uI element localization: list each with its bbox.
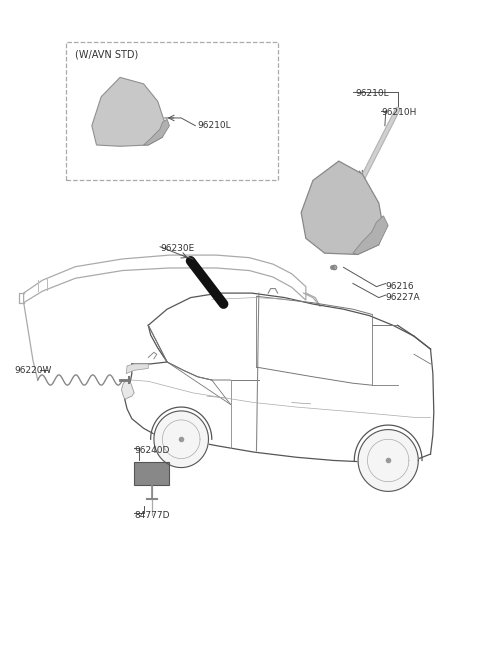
Polygon shape [353,216,388,254]
Text: 96210L: 96210L [355,89,389,98]
Polygon shape [126,364,148,374]
Bar [66,42,277,181]
Polygon shape [92,78,165,147]
Text: 84777D: 84777D [134,510,169,520]
Text: 96220W: 96220W [14,366,51,375]
Polygon shape [358,430,418,491]
Text: 96210L: 96210L [198,121,231,130]
Polygon shape [301,161,384,254]
Text: 96210H: 96210H [381,108,417,118]
Polygon shape [121,380,134,399]
Text: 96230E: 96230E [160,244,194,252]
Bar [134,462,169,485]
Polygon shape [154,411,208,468]
Text: (W/AVN STD): (W/AVN STD) [75,50,139,60]
Polygon shape [144,120,169,145]
Text: 96240D: 96240D [134,446,169,455]
Text: 96227A: 96227A [386,293,420,302]
Text: 96216: 96216 [386,282,414,291]
